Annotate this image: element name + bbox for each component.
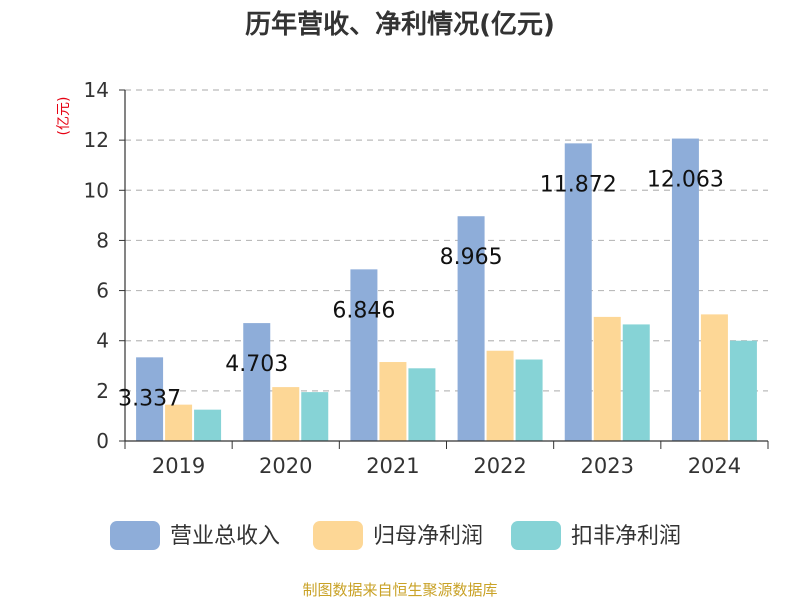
bar-2020-series-3[interactable] <box>301 392 329 441</box>
legend-swatch <box>110 521 160 550</box>
legend-swatch <box>511 521 561 550</box>
legend-item-3[interactable]: 扣非净利润 <box>511 521 681 550</box>
legend-label: 扣非净利润 <box>571 524 681 549</box>
y-tick-label: 6 <box>96 279 109 303</box>
bars <box>136 138 757 442</box>
x-tick-label-2021: 2021 <box>366 454 419 478</box>
x-tick-label-2024: 2024 <box>688 454 741 478</box>
y-tick-label: 12 <box>84 128 109 152</box>
bar-2024-series-1[interactable] <box>671 138 699 441</box>
bar-2019-series-2[interactable] <box>165 404 193 441</box>
bar-2021-series-3[interactable] <box>408 368 436 441</box>
x-tick-label-2023: 2023 <box>581 454 634 478</box>
bar-2022-series-1[interactable] <box>457 216 485 441</box>
bar-2019-series-3[interactable] <box>194 409 222 441</box>
bar-2022-series-2[interactable] <box>486 350 514 441</box>
x-tick-label-2022: 2022 <box>473 454 526 478</box>
bar-2021-series-1[interactable] <box>350 269 378 441</box>
x-tick-label-2019: 2019 <box>152 454 205 478</box>
bar-2024-series-3[interactable] <box>729 340 757 441</box>
bar-2020-series-1[interactable] <box>243 323 271 441</box>
y-tick-label: 0 <box>96 429 109 453</box>
legend-label: 归母净利润 <box>373 524 483 549</box>
data-label-2023: 11.872 <box>540 172 617 197</box>
legend-item-1[interactable]: 营业总收入 <box>110 521 280 550</box>
data-label-2022: 8.965 <box>440 245 503 270</box>
data-label-2021: 6.846 <box>332 298 395 323</box>
legend[interactable]: 营业总收入 归母净利润 扣非净利润 <box>110 521 681 550</box>
tick-labels: 0 2 4 6 8 10 12 14 2019 2020 2021 2022 2023 2024 <box>84 78 742 478</box>
y-tick-label: 2 <box>96 379 109 403</box>
chart-title: 历年营收、净利情况(亿元) <box>245 9 555 40</box>
bar-2023-series-2[interactable] <box>593 316 621 441</box>
bar-2019-series-1[interactable] <box>136 357 164 441</box>
bar-2023-series-3[interactable] <box>622 324 650 441</box>
axes <box>119 89 769 449</box>
data-labels: 3.337 4.703 6.846 8.965 11.872 12.063 <box>118 168 724 412</box>
y-axis-unit-label: (亿元) <box>56 97 72 136</box>
legend-swatch <box>313 521 363 550</box>
bar-2020-series-2[interactable] <box>272 387 300 441</box>
data-label-2019: 3.337 <box>118 386 181 411</box>
gridlines <box>125 89 768 392</box>
y-tick-label: 4 <box>96 329 109 353</box>
x-tick-label-2020: 2020 <box>259 454 312 478</box>
y-tick-label: 8 <box>96 228 109 252</box>
y-tick-label: 10 <box>84 178 109 202</box>
data-label-2024: 12.063 <box>647 168 724 193</box>
legend-item-2[interactable]: 归母净利润 <box>313 521 483 550</box>
source-note: 制图数据来自恒生聚源数据库 <box>302 581 497 599</box>
bar-2023-series-1[interactable] <box>564 143 592 442</box>
data-label-2020: 4.703 <box>225 352 288 377</box>
bar-2024-series-2[interactable] <box>700 314 728 441</box>
legend-label: 营业总收入 <box>170 524 280 549</box>
bar-2021-series-2[interactable] <box>379 362 407 441</box>
y-tick-label: 14 <box>84 78 109 102</box>
bar-2022-series-3[interactable] <box>515 359 543 441</box>
